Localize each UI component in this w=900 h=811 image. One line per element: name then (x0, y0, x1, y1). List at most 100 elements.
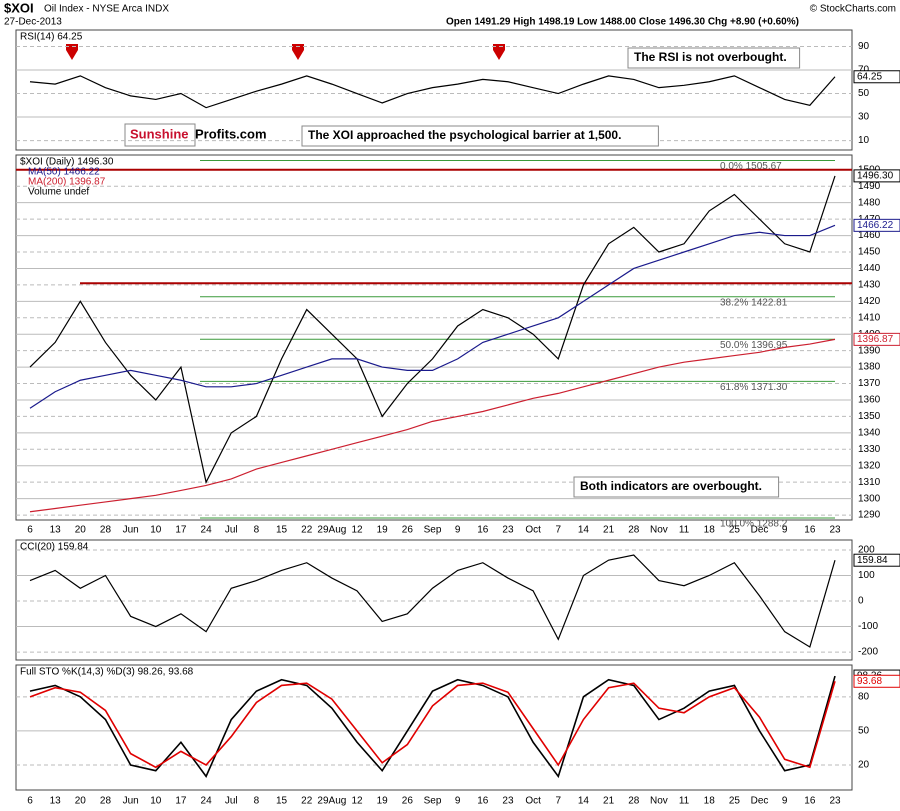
x-tick-label: 23 (829, 796, 841, 807)
x-tick-label: 6 (27, 796, 33, 807)
x-tick-label: 7 (556, 525, 562, 536)
x-tick-label: 28 (628, 796, 640, 807)
x-tick-label: 15 (276, 796, 288, 807)
x-tick-label: 28 (100, 796, 112, 807)
series-line (29, 175, 836, 484)
x-tick-label: 23 (502, 796, 514, 807)
x-tick-label: Jun (123, 525, 139, 536)
x-tick-label: 24 (201, 796, 213, 807)
y-tick-label: 90 (858, 41, 870, 52)
arrow-stem (66, 44, 78, 50)
x-tick-label: 15 (276, 525, 288, 536)
panel (15, 154, 853, 521)
y-tick-label: 1350 (858, 411, 881, 422)
x-tick-label: 11 (679, 525, 690, 536)
x-tick-label: 25 (729, 796, 741, 807)
x-tick-label: 9 (782, 525, 788, 536)
arrow-stem (292, 44, 304, 50)
x-tick-label: 14 (578, 796, 590, 807)
y-tick-label: 20 (858, 760, 870, 771)
y-tick-label: 50 (858, 726, 870, 737)
x-tick-label: 23 (502, 525, 514, 536)
series-line (29, 75, 836, 109)
series-line (29, 681, 836, 769)
x-tick-label: 16 (804, 796, 816, 807)
y-tick-label: 70 (858, 65, 870, 76)
x-tick-label: 21 (603, 525, 615, 536)
last-value-box (853, 553, 900, 567)
y-tick-label: 1480 (858, 197, 881, 208)
x-tick-label: 12 (351, 796, 363, 807)
panel-title: Full STO %K(14,3) %D(3) 98.26, 93.68 (20, 667, 194, 678)
y-tick-label: 50 (858, 88, 870, 99)
x-tick-label: 28 (100, 525, 112, 536)
panel (15, 664, 853, 791)
y-tick-label: 1410 (858, 312, 881, 323)
x-tick-label: 16 (477, 796, 489, 807)
fib-label: 0.0% 1505.67 (720, 161, 782, 172)
quote: Open 1491.29 High 1498.19 Low 1488.00 Cl… (446, 17, 799, 28)
x-tick-label: Oct (525, 525, 541, 536)
y-tick-label: 30 (858, 112, 870, 123)
last-value-box (853, 332, 900, 346)
symbol: $XOI (4, 0, 34, 15)
x-tick-label: 14 (578, 525, 590, 536)
last-value-box (853, 218, 900, 232)
x-tick-label: 29Aug (317, 796, 346, 807)
x-tick-label: Dec (751, 525, 769, 536)
x-tick-label: Jul (225, 525, 238, 536)
y-tick-label: 1370 (858, 378, 881, 389)
last-value-box (853, 674, 900, 688)
x-tick-label: Dec (751, 796, 769, 807)
brand-a: Sunshine (130, 126, 189, 141)
x-tick-label: 25 (729, 525, 741, 536)
y-tick-label: 1430 (858, 280, 881, 291)
x-tick-label: 23 (829, 525, 841, 536)
y-tick-label: 1440 (858, 263, 881, 274)
last-value: 1466.22 (857, 220, 894, 231)
series-line (29, 224, 836, 409)
x-tick-label: 10 (150, 796, 162, 807)
panel-title: RSI(14) 64.25 (20, 32, 83, 43)
y-tick-label: 200 (858, 545, 875, 556)
legend-entry: MA(50) 1466.22 (28, 167, 100, 178)
x-tick-label: 29Aug (317, 525, 346, 536)
y-tick-label: -200 (858, 647, 878, 658)
x-tick-label: 22 (301, 525, 313, 536)
x-tick-label: Nov (650, 525, 668, 536)
y-tick-label: 1380 (858, 362, 881, 373)
y-tick-label: 1460 (858, 230, 881, 241)
panel-title: CCI(20) 159.84 (20, 542, 89, 553)
y-tick-label: 1290 (858, 510, 881, 521)
x-tick-label: 18 (704, 796, 716, 807)
x-tick-label: 6 (27, 525, 33, 536)
last-value-box (853, 169, 900, 183)
y-tick-label: 1320 (858, 460, 881, 471)
x-tick-label: 17 (175, 525, 187, 536)
legend-entry: Volume undef (28, 187, 89, 198)
panel (15, 29, 853, 151)
x-tick-label: Sep (424, 796, 442, 807)
y-tick-label: 1360 (858, 395, 881, 406)
x-tick-label: 8 (254, 796, 260, 807)
x-tick-label: 7 (556, 796, 562, 807)
x-tick-label: 19 (377, 525, 389, 536)
date: 27-Dec-2013 (4, 17, 62, 28)
last-value: 1396.87 (857, 334, 894, 345)
arrow-stem (493, 44, 505, 50)
fib-label: 50.0% 1396.95 (720, 340, 788, 351)
y-tick-label: 1450 (858, 247, 881, 258)
y-tick-label: 1390 (858, 345, 881, 356)
annotation-box (627, 47, 801, 69)
x-tick-label: Jul (225, 796, 238, 807)
x-tick-label: 9 (455, 796, 461, 807)
x-tick-label: 13 (50, 525, 62, 536)
x-tick-label: 20 (75, 796, 87, 807)
y-tick-label: 100 (858, 570, 875, 581)
x-tick-label: 11 (679, 796, 690, 807)
index-name: Oil Index - NYSE Arca INDX (44, 4, 169, 15)
x-tick-label: Oct (525, 796, 541, 807)
annotation-box (573, 476, 780, 498)
